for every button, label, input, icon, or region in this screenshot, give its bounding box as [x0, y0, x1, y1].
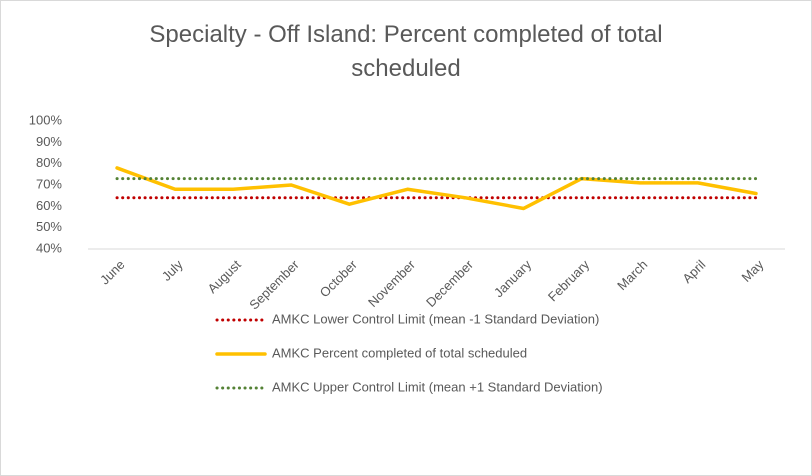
chart-title: Specialty - Off Island: Percent complete…: [149, 21, 663, 82]
x-tick-label: November: [365, 256, 418, 309]
y-tick-label: 40%: [36, 240, 62, 255]
legend-label: AMKC Lower Control Limit (mean -1 Standa…: [272, 311, 599, 326]
x-tick-label: May: [739, 257, 767, 285]
y-tick-label: 60%: [36, 198, 62, 213]
y-tick-label: 100%: [29, 112, 63, 127]
x-tick-label: December: [423, 256, 476, 309]
y-tick-label: 90%: [36, 134, 62, 149]
x-tick-label: February: [545, 257, 593, 305]
y-tick-label: 50%: [36, 219, 62, 234]
x-tick-label: March: [614, 257, 650, 293]
x-tick-label: October: [317, 256, 361, 300]
y-tick-label: 80%: [36, 155, 62, 170]
x-tick-label: January: [491, 257, 535, 301]
legend-label: AMKC Upper Control Limit (mean +1 Standa…: [272, 379, 603, 394]
x-tick-label: April: [679, 257, 708, 286]
y-tick-label: 70%: [36, 176, 62, 191]
x-tick-label: July: [159, 257, 186, 284]
legend-label: AMKC Percent completed of total schedule…: [272, 345, 527, 360]
x-tick-label: June: [97, 257, 128, 288]
x-tick-label: September: [246, 256, 302, 312]
series-line: [115, 166, 758, 211]
x-tick-label: August: [205, 257, 244, 296]
